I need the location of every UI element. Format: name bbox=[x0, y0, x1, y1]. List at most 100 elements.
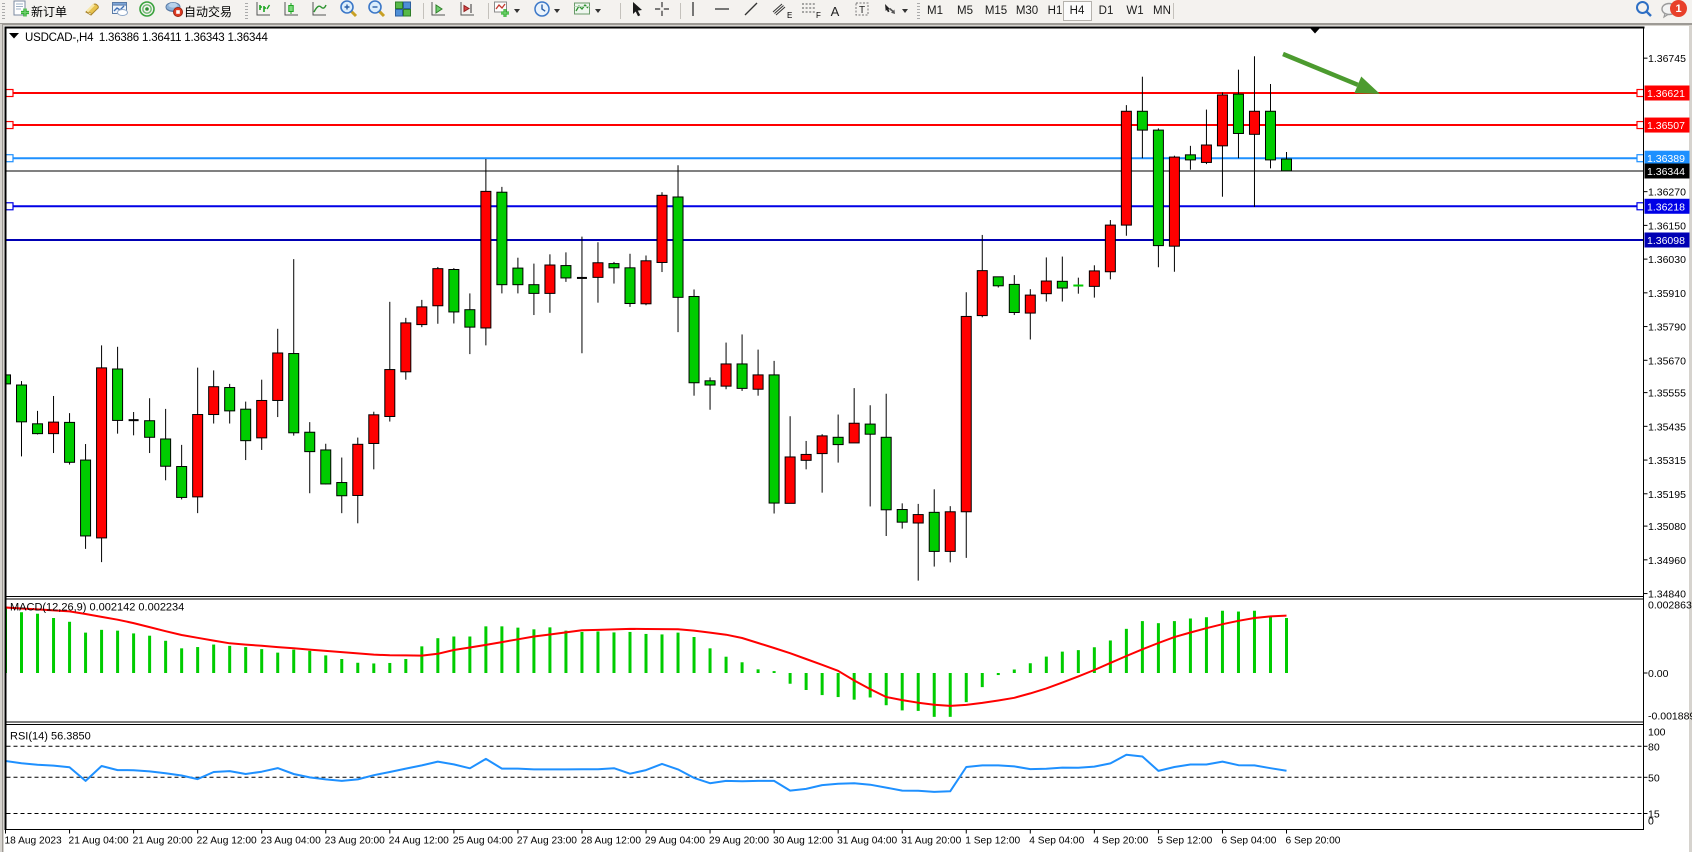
candle-body bbox=[512, 267, 524, 286]
line-chart-button[interactable] bbox=[310, 1, 328, 21]
macd-pane[interactable] bbox=[6, 606, 1288, 717]
templates-dropdown-arrow[interactable] bbox=[595, 9, 601, 13]
horizontal-line-tool-button[interactable] bbox=[713, 1, 731, 21]
candle bbox=[224, 383, 236, 424]
periods-dropdown-arrow[interactable] bbox=[554, 9, 560, 13]
candle bbox=[1136, 76, 1148, 159]
candlestick-chart-button[interactable] bbox=[282, 1, 300, 21]
search-button[interactable] bbox=[1634, 0, 1654, 21]
line-chart-icon bbox=[310, 0, 328, 23]
vertical-line-tool-button[interactable] bbox=[684, 1, 702, 21]
text-label-tool-button[interactable]: T bbox=[853, 1, 871, 21]
candle-body bbox=[608, 263, 620, 269]
autotrade-button[interactable]: 自动交易 bbox=[164, 1, 232, 21]
price-pane[interactable] bbox=[1, 51, 1645, 581]
timeframe-M15[interactable]: M15 bbox=[984, 5, 1008, 17]
timeframe-D1[interactable]: D1 bbox=[1098, 5, 1114, 17]
candle bbox=[688, 289, 700, 396]
hline-right-handle[interactable] bbox=[1636, 88, 1644, 98]
market-watch-button[interactable] bbox=[83, 1, 101, 21]
text-tool-button[interactable]: A bbox=[826, 1, 844, 21]
candle bbox=[144, 398, 156, 454]
hline-right-handle[interactable] bbox=[1636, 154, 1644, 163]
chart-shift-marker[interactable] bbox=[1310, 28, 1320, 34]
tile-windows-button[interactable] bbox=[394, 1, 412, 21]
hline-left-handle[interactable] bbox=[6, 88, 14, 98]
rsi-pane[interactable] bbox=[6, 745, 1644, 814]
candle bbox=[1281, 152, 1292, 172]
templates-button[interactable] bbox=[573, 1, 601, 21]
indicators-icon bbox=[493, 0, 511, 23]
hline-1.36389[interactable] bbox=[6, 154, 1644, 163]
candle bbox=[464, 293, 476, 355]
symbol-dropdown-triangle[interactable] bbox=[9, 33, 19, 39]
arrows-tool-button[interactable] bbox=[881, 1, 908, 21]
hline-right-handle[interactable] bbox=[1636, 202, 1644, 211]
timeframe-M5[interactable]: M5 bbox=[957, 5, 973, 17]
hline-left-handle[interactable] bbox=[6, 120, 14, 130]
crosshair-button[interactable] bbox=[653, 1, 671, 21]
indicators-button[interactable] bbox=[493, 1, 520, 21]
arrows-dropdown-arrow[interactable] bbox=[902, 9, 908, 13]
hline-1.36507[interactable] bbox=[6, 120, 1644, 130]
candle-body bbox=[1152, 129, 1164, 247]
hline-price-label-text: 1.36621 bbox=[1647, 88, 1685, 100]
time-axis-label: 1 Sep 12:00 bbox=[965, 836, 1020, 847]
hline-1.36218[interactable] bbox=[6, 202, 1644, 211]
timeframe-M30[interactable]: M30 bbox=[1015, 5, 1039, 17]
indicators-dropdown-arrow[interactable] bbox=[514, 9, 520, 13]
new-order-button[interactable]: 新订单 bbox=[12, 0, 67, 21]
arrows-tool-icon bbox=[881, 0, 899, 23]
candle-body bbox=[1056, 280, 1068, 289]
hline-left-handle[interactable] bbox=[6, 154, 14, 163]
price-axis-label: 1.35910 bbox=[1648, 288, 1686, 300]
candle-body bbox=[640, 260, 652, 305]
candle bbox=[528, 263, 540, 316]
timeframe-M1[interactable]: M1 bbox=[927, 5, 943, 17]
macd-axis-label: 0.00 bbox=[1648, 668, 1669, 680]
candle bbox=[656, 192, 668, 273]
periods-button[interactable] bbox=[533, 0, 560, 21]
chart-window-button[interactable] bbox=[111, 1, 129, 21]
hline-right-handle[interactable] bbox=[1636, 120, 1644, 130]
trendline-tool-button[interactable] bbox=[742, 1, 760, 21]
notification-badge[interactable]: 1 bbox=[1670, 0, 1687, 17]
text-label-letter: T bbox=[859, 5, 865, 16]
time-axis-label: 4 Sep 04:00 bbox=[1029, 836, 1084, 847]
signals-button[interactable] bbox=[138, 0, 156, 21]
candle bbox=[896, 503, 908, 529]
time-axis-label: 31 Aug 20:00 bbox=[901, 836, 961, 847]
toolbar-separator-5 bbox=[1173, 3, 1174, 19]
candle bbox=[864, 405, 876, 507]
zoom-out-button[interactable] bbox=[367, 0, 386, 21]
auto-scroll-button[interactable] bbox=[429, 1, 447, 21]
toolbar-drag-handle-2[interactable] bbox=[245, 3, 248, 19]
candle-body bbox=[448, 269, 460, 313]
hline-price-label: 1.36098 bbox=[1644, 232, 1690, 248]
equidistant-channel-tool-button[interactable]: E bbox=[771, 1, 792, 21]
zoom-in-button[interactable] bbox=[339, 0, 358, 21]
timeframe-W1[interactable]: W1 bbox=[1126, 5, 1144, 17]
candle bbox=[1152, 128, 1164, 268]
hline-left-handle[interactable] bbox=[6, 202, 14, 211]
candle-body bbox=[96, 367, 108, 539]
hline-price-label-bg bbox=[1644, 150, 1690, 166]
candle-body bbox=[48, 421, 60, 435]
trend-arrow-head[interactable] bbox=[1354, 76, 1380, 94]
bar-chart-button[interactable] bbox=[254, 1, 272, 21]
fibonacci-tool-button[interactable]: F bbox=[800, 1, 821, 21]
toolbar-drag-handle-3[interactable] bbox=[917, 3, 920, 19]
trend-arrow-shaft[interactable] bbox=[1282, 51, 1359, 87]
toolbar-separator-2 bbox=[488, 3, 489, 19]
vertical-line-icon bbox=[684, 0, 702, 23]
candle bbox=[928, 489, 940, 567]
timeframe-H4[interactable]: H4 bbox=[1062, 1, 1092, 21]
timeframe-MN[interactable]: MN bbox=[1153, 5, 1171, 17]
chart-shift-button[interactable] bbox=[458, 1, 476, 21]
candle-body bbox=[544, 264, 556, 294]
time-axis-label: 5 Sep 12:00 bbox=[1157, 836, 1212, 847]
timeframe-H1[interactable]: H1 bbox=[1047, 5, 1063, 17]
cursor-button[interactable] bbox=[628, 1, 646, 21]
toolbar-drag-handle[interactable] bbox=[2, 3, 5, 19]
